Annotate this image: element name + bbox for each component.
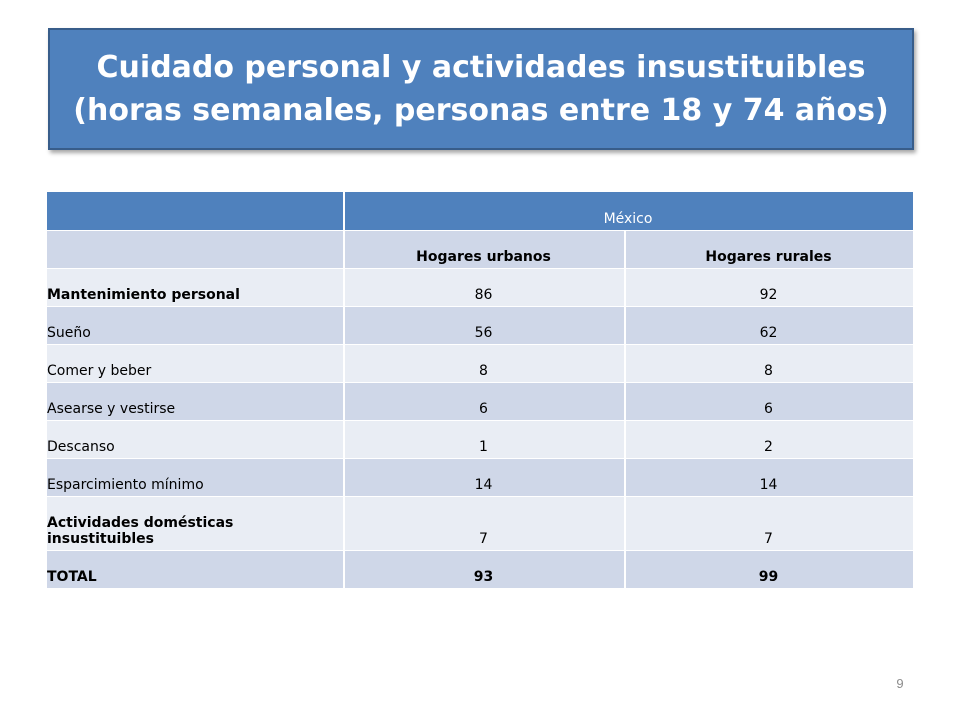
row-label: Esparcimiento mínimo [47,458,344,496]
slide-title: Cuidado personal y actividades insustitu… [48,28,914,150]
slide-title-line-1: Cuidado personal y actividades insustitu… [96,50,866,85]
table-row: Actividades domésticas insustituibles 7 … [47,496,914,550]
row-label: Comer y beber [47,344,344,382]
table-row: Asearse y vestirse 6 6 [47,382,914,420]
table-column-header-row: Hogares urbanos Hogares rurales [47,230,914,268]
group-header-mexico: México [342,192,914,230]
table-row: Mantenimiento personal 86 92 [47,268,914,306]
row-label: Sueño [47,306,344,344]
table-row: Sueño 56 62 [47,306,914,344]
value-urbanos: 7 [343,496,625,550]
row-label-total: TOTAL [47,550,344,588]
row-label-line-1: Actividades domésticas [47,514,234,531]
value-urbanos: 8 [343,344,625,382]
value-urbanos: 56 [343,306,625,344]
table-corner-cell [47,192,344,230]
value-urbanos-total: 93 [343,550,625,588]
table-corner-cell-2 [47,230,344,268]
value-rurales: 62 [623,306,914,344]
value-rurales: 7 [623,496,914,550]
row-label: Asearse y vestirse [47,382,344,420]
table-row: Comer y beber 8 8 [47,344,914,382]
value-rurales: 14 [623,458,914,496]
column-header-rurales: Hogares rurales [623,230,914,268]
value-rurales: 92 [623,268,914,306]
value-rurales: 2 [623,420,914,458]
value-rurales-total: 99 [623,550,914,588]
row-label: Descanso [47,420,344,458]
table-row-total: TOTAL 93 99 [47,550,914,588]
row-label-line-2: insustituibles [47,530,154,547]
value-rurales: 6 [623,382,914,420]
table-row: Esparcimiento mínimo 14 14 [47,458,914,496]
value-urbanos: 86 [343,268,625,306]
data-table: México Hogares urbanos Hogares rurales M… [47,192,914,589]
table-group-header-row: México [47,192,914,230]
value-urbanos: 1 [343,420,625,458]
value-rurales: 8 [623,344,914,382]
column-header-urbanos: Hogares urbanos [343,230,625,268]
value-urbanos: 14 [343,458,625,496]
row-label: Actividades domésticas insustituibles [47,496,344,550]
page-number: 9 [896,676,904,691]
slide-title-line-2: (horas semanales, personas entre 18 y 74… [73,93,889,128]
value-urbanos: 6 [343,382,625,420]
row-label: Mantenimiento personal [47,268,344,306]
table-row: Descanso 1 2 [47,420,914,458]
